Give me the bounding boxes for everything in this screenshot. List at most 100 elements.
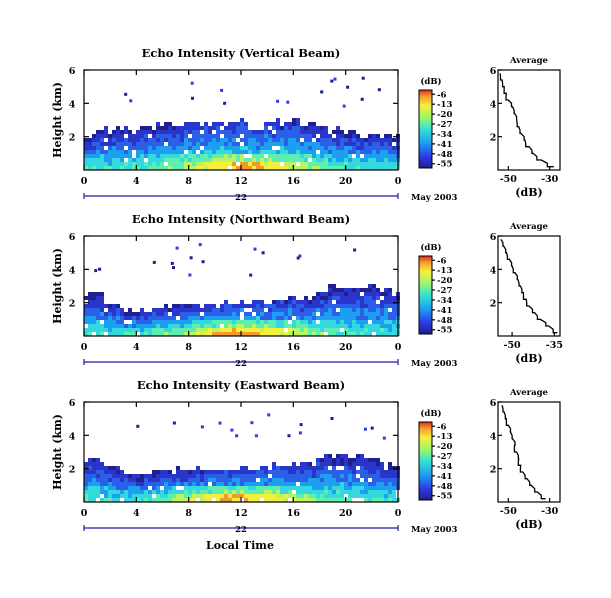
echo-cell: [248, 134, 252, 138]
echo-cell: [148, 138, 152, 142]
echo-cell: [324, 482, 328, 486]
echo-cells: [84, 76, 400, 170]
echo-cell: [196, 316, 200, 320]
echo-cell: [348, 482, 352, 486]
echo-cell: [372, 482, 376, 486]
echo-cell: [188, 328, 192, 332]
echo-cell: [368, 304, 372, 308]
echo-cell: [384, 158, 388, 162]
echo-cell: [312, 162, 316, 166]
echo-cell: [248, 486, 252, 490]
echo-cell: [288, 150, 292, 154]
echo-cell: [264, 328, 268, 332]
echo-cell: [88, 328, 92, 332]
echo-cell: [324, 462, 328, 466]
echo-cell: [156, 494, 160, 498]
echo-cell: [180, 138, 184, 142]
echo-cell: [100, 466, 104, 470]
echo-cell: [184, 130, 188, 134]
echo-cell: [188, 482, 192, 486]
echo-cell: [172, 158, 176, 162]
echo-cell: [184, 328, 188, 332]
echo-cell: [299, 423, 303, 427]
echo-cell: [360, 146, 364, 150]
echo-cell: [232, 154, 236, 158]
echo-cell: [356, 288, 360, 292]
echo-cell: [236, 166, 240, 170]
echo-cell: [148, 320, 152, 324]
echo-cell: [384, 328, 388, 332]
echo-cell: [172, 482, 176, 486]
echo-cell: [384, 482, 388, 486]
echo-cell: [284, 134, 288, 138]
echo-cell: [320, 458, 324, 462]
echo-cell: [168, 308, 172, 312]
echo-cell: [360, 494, 364, 498]
echo-cell: [152, 482, 156, 486]
echo-cell: [276, 324, 280, 328]
echo-cell: [264, 466, 268, 470]
echo-cell: [220, 328, 224, 332]
echo-cell: [380, 162, 384, 166]
echo-cell: [300, 130, 304, 134]
echo-cell: [108, 316, 112, 320]
echo-cell: [380, 320, 384, 324]
echo-cell: [360, 486, 364, 490]
echo-cell: [392, 162, 396, 166]
echo-cell: [280, 332, 284, 336]
echo-cell: [200, 158, 204, 162]
echo-cell: [312, 482, 316, 486]
echo-cell: [352, 304, 356, 308]
echo-cell: [212, 154, 216, 158]
echo-cell: [284, 470, 288, 474]
echo-cell: [116, 138, 120, 142]
echo-cell: [256, 142, 260, 146]
echo-cell: [296, 118, 300, 122]
echo-cell: [264, 494, 268, 498]
echo-cell: [316, 474, 320, 478]
echo-cell: [124, 130, 128, 134]
colorbar-label: (dB): [420, 76, 441, 87]
echo-cell: [392, 166, 396, 170]
echo-cell: [344, 316, 348, 320]
echo-cell: [144, 320, 148, 324]
echo-cell: [252, 158, 256, 162]
echo-cell: [224, 308, 228, 312]
echo-cell: [264, 162, 268, 166]
echo-cell: [296, 130, 300, 134]
echo-cell: [212, 474, 216, 478]
echo-cell: [208, 478, 212, 482]
echo-cell: [272, 126, 276, 130]
echo-cell: [204, 474, 208, 478]
echo-cell: [284, 320, 288, 324]
echo-cell: [92, 486, 96, 490]
echo-cell: [232, 494, 236, 498]
echo-cell: [252, 162, 256, 166]
echo-cell: [100, 308, 104, 312]
echo-cell: [268, 150, 272, 154]
echo-cell: [160, 474, 164, 478]
echo-cell: [232, 304, 236, 308]
echo-cell: [180, 150, 184, 154]
colorbar-tick-label: -13: [437, 266, 452, 276]
echo-cell: [280, 328, 284, 332]
echo-cell: [108, 166, 112, 170]
echo-cell: [324, 166, 328, 170]
echo-cell: [288, 122, 292, 126]
echo-cell: [356, 320, 360, 324]
echo-cell: [148, 316, 152, 320]
echo-cell: [356, 162, 360, 166]
echo-cell: [272, 462, 276, 466]
echo-cell: [152, 474, 156, 478]
echo-cell: [200, 142, 204, 146]
echo-cell: [392, 312, 396, 316]
echo-cell: [232, 316, 236, 320]
echo-cell: [304, 328, 308, 332]
echo-cell: [260, 138, 264, 142]
echo-cell: [120, 320, 124, 324]
echo-cell: [96, 458, 100, 462]
echo-cell: [100, 142, 104, 146]
echo-cell: [344, 134, 348, 138]
echo-cell: [340, 146, 344, 150]
echo-cell: [320, 126, 324, 130]
